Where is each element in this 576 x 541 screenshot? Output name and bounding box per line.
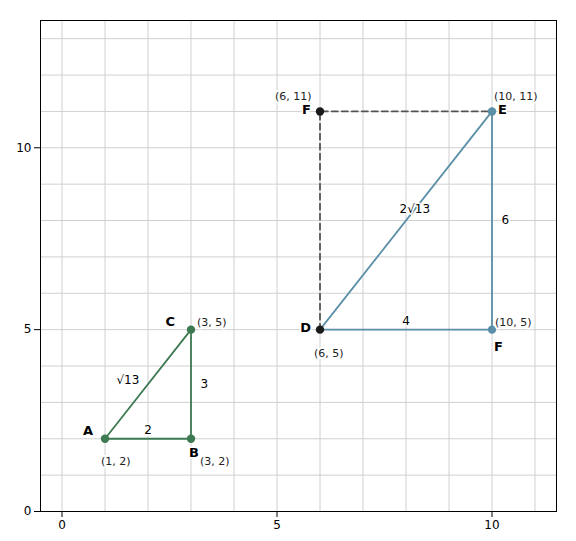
svg-text:0: 0 <box>24 504 32 518</box>
svg-text:F: F <box>494 339 503 354</box>
svg-text:2√13: 2√13 <box>400 202 431 216</box>
svg-text:(1, 2): (1, 2) <box>101 455 131 468</box>
svg-text:2: 2 <box>144 423 152 437</box>
svg-text:0: 0 <box>58 518 66 532</box>
svg-text:3: 3 <box>200 377 208 391</box>
svg-text:√13: √13 <box>116 373 139 387</box>
svg-text:(10, 11): (10, 11) <box>494 90 538 104</box>
svg-text:4: 4 <box>402 314 410 328</box>
svg-text:5: 5 <box>273 518 281 532</box>
svg-text:10: 10 <box>484 518 499 532</box>
svg-text:C: C <box>165 314 175 329</box>
svg-text:D: D <box>300 320 311 335</box>
svg-text:(3, 2): (3, 2) <box>200 455 230 468</box>
svg-text:(3, 5): (3, 5) <box>197 316 227 329</box>
svg-text:(6, 5): (6, 5) <box>314 347 344 360</box>
svg-text:10: 10 <box>16 141 31 155</box>
svg-text:F: F <box>302 102 311 117</box>
svg-text:A: A <box>83 423 93 438</box>
svg-text:(6, 11): (6, 11) <box>275 90 312 104</box>
svg-text:(10, 5): (10, 5) <box>495 316 532 329</box>
svg-text:5: 5 <box>24 322 32 336</box>
svg-text:B: B <box>189 445 199 460</box>
svg-text:E: E <box>498 102 507 117</box>
svg-text:6: 6 <box>501 213 509 227</box>
